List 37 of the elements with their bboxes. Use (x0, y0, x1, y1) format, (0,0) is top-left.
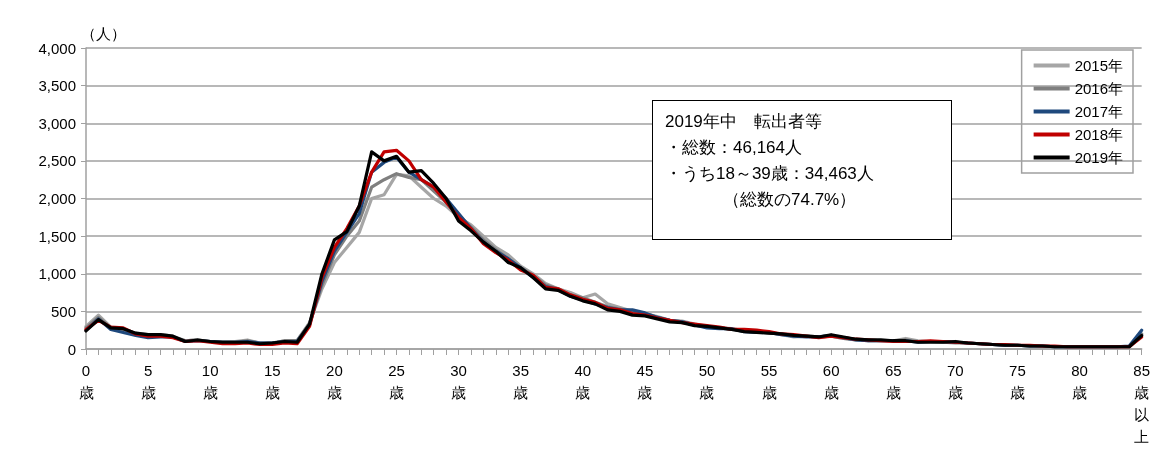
x-tick-label: 0歳 (78, 361, 94, 401)
x-tick-label: 40歳 (574, 361, 592, 401)
y-tick-label: 3,500 (38, 77, 76, 95)
legend-label: 2015年 (1074, 57, 1124, 74)
legend-label: 2016年 (1074, 80, 1124, 97)
x-tick-label: 75歳 (1009, 361, 1026, 401)
annotation: ・うち18～39歳：34,463人 (665, 163, 875, 185)
y-tick-label: 3,000 (38, 114, 76, 132)
x-tick-label: 5歳 (140, 361, 156, 401)
x-tick-label: 80歳 (1071, 361, 1088, 401)
y-tick-label: 2,000 (38, 190, 76, 207)
x-tick-label: 20歳 (326, 361, 343, 401)
x-tick-label: 85歳以上 (1133, 361, 1150, 445)
y-tick-label: 4,000 (38, 39, 76, 57)
y-tick-label: 1,500 (38, 227, 76, 245)
x-tick-label: 70歳 (947, 361, 964, 401)
x-tick-label: 30歳 (450, 361, 467, 401)
x-tick-label: 55歳 (760, 361, 778, 401)
y-tick-label: 0 (67, 340, 76, 358)
x-tick-label: 65歳 (884, 361, 902, 401)
x-tick-label: 10歳 (201, 361, 219, 401)
y-axis-title: （人） (81, 24, 126, 42)
legend-label: 2018年 (1074, 126, 1124, 143)
x-tick-label: 60歳 (822, 361, 840, 401)
annotation: 2019年中 転出者等 (665, 111, 823, 133)
annotation: （総数の74.7%） (722, 189, 858, 211)
legend-label: 2019年 (1074, 149, 1124, 166)
x-tick-label: 25歳 (388, 361, 405, 401)
x-tick-label: 45歳 (636, 361, 654, 401)
x-tick-label: 50歳 (698, 361, 716, 401)
x-tick-label: 15歳 (263, 361, 281, 401)
y-tick-label: 2,500 (38, 152, 76, 170)
annotation: ・総数：46,164人 (665, 137, 803, 159)
x-tick-label: 35歳 (512, 361, 530, 401)
y-tick-label: 1,000 (38, 265, 76, 283)
legend-label: 2017年 (1074, 103, 1124, 120)
y-tick-label: 500 (50, 302, 76, 320)
